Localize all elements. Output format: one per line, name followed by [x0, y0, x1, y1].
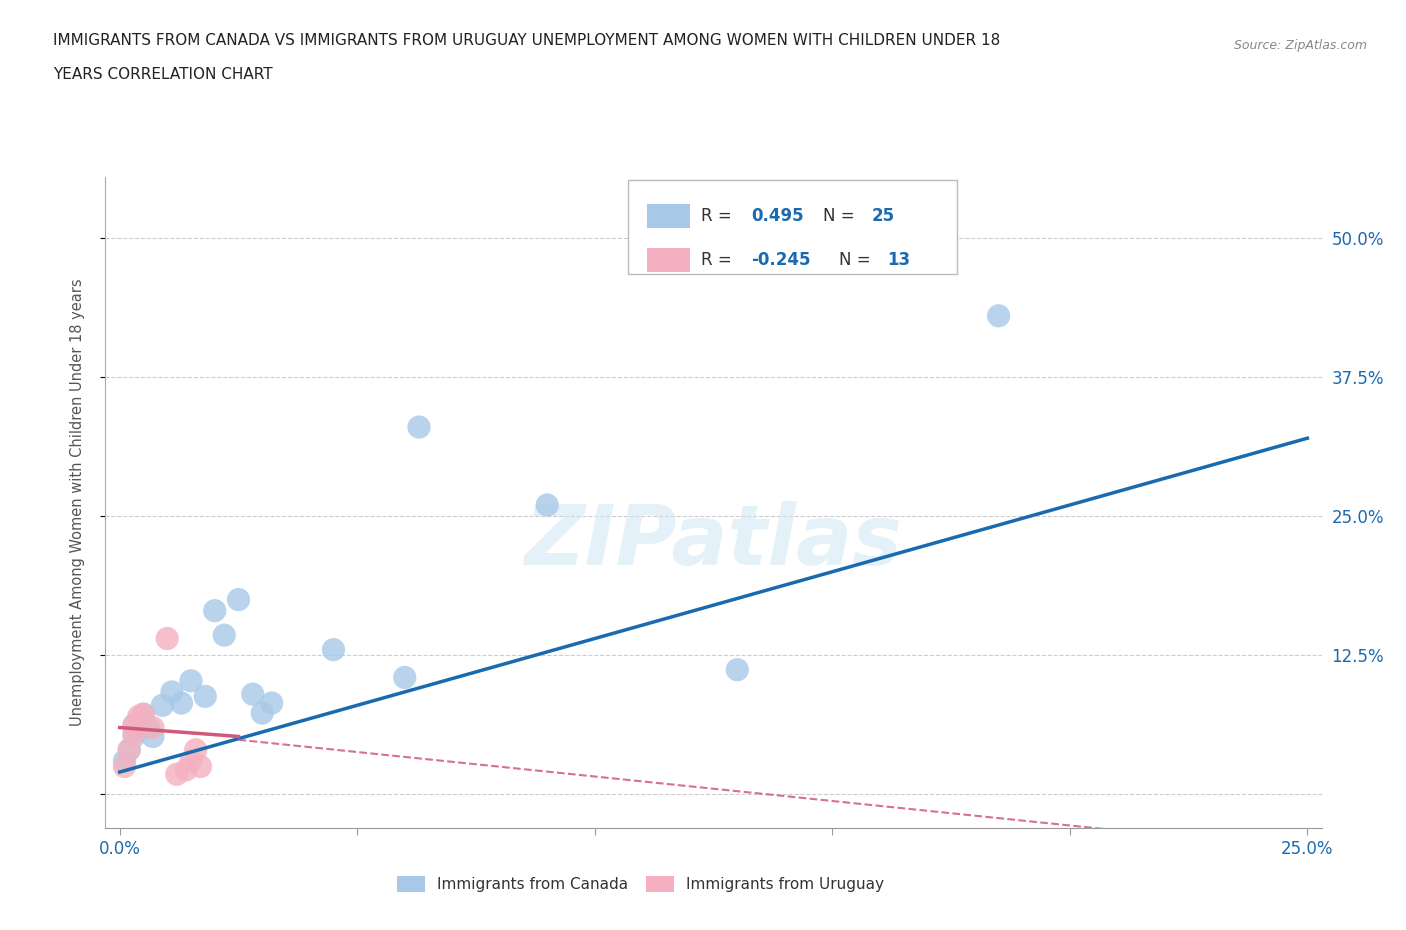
- Point: [128, 709, 150, 724]
- Text: YEARS CORRELATION CHART: YEARS CORRELATION CHART: [53, 67, 273, 82]
- Point: [394, 670, 416, 684]
- Text: -0.245: -0.245: [751, 251, 811, 269]
- Point: [136, 720, 159, 735]
- Point: [122, 729, 145, 744]
- Point: [122, 718, 145, 733]
- Text: ZIPatlas: ZIPatlas: [524, 500, 903, 582]
- Point: [180, 753, 202, 768]
- Point: [987, 309, 1010, 324]
- Point: [260, 696, 283, 711]
- FancyBboxPatch shape: [628, 180, 956, 274]
- Point: [408, 419, 430, 434]
- Point: [122, 725, 145, 740]
- Point: [114, 759, 136, 774]
- Point: [118, 742, 141, 757]
- Point: [228, 592, 250, 607]
- Text: Source: ZipAtlas.com: Source: ZipAtlas.com: [1233, 39, 1367, 52]
- Point: [536, 498, 558, 512]
- Point: [212, 628, 235, 643]
- Point: [132, 707, 155, 722]
- Y-axis label: Unemployment Among Women with Children Under 18 years: Unemployment Among Women with Children U…: [70, 278, 84, 726]
- Point: [252, 706, 274, 721]
- Point: [128, 720, 150, 735]
- Text: N =: N =: [839, 251, 876, 269]
- Point: [322, 643, 344, 658]
- Text: R =: R =: [702, 251, 737, 269]
- Point: [160, 684, 183, 699]
- Point: [142, 720, 165, 735]
- Point: [142, 729, 165, 744]
- Text: R =: R =: [702, 207, 737, 225]
- Point: [170, 696, 193, 711]
- Point: [242, 686, 264, 701]
- Text: N =: N =: [823, 207, 860, 225]
- Point: [166, 767, 188, 782]
- Point: [114, 753, 136, 768]
- Point: [725, 662, 748, 677]
- FancyBboxPatch shape: [647, 204, 690, 229]
- Point: [190, 759, 212, 774]
- Point: [184, 742, 207, 757]
- Text: IMMIGRANTS FROM CANADA VS IMMIGRANTS FROM URUGUAY UNEMPLOYMENT AMONG WOMEN WITH : IMMIGRANTS FROM CANADA VS IMMIGRANTS FRO…: [53, 33, 1001, 47]
- Point: [122, 718, 145, 733]
- Point: [152, 698, 174, 712]
- Text: 13: 13: [887, 251, 911, 269]
- Point: [204, 604, 226, 618]
- Point: [132, 707, 155, 722]
- Point: [118, 742, 141, 757]
- Text: 0.495: 0.495: [751, 207, 804, 225]
- Point: [174, 763, 197, 777]
- Point: [156, 631, 179, 646]
- FancyBboxPatch shape: [647, 247, 690, 272]
- Point: [180, 673, 202, 688]
- Text: 25: 25: [872, 207, 894, 225]
- Legend: Immigrants from Canada, Immigrants from Uruguay: Immigrants from Canada, Immigrants from …: [391, 870, 890, 898]
- Point: [194, 689, 217, 704]
